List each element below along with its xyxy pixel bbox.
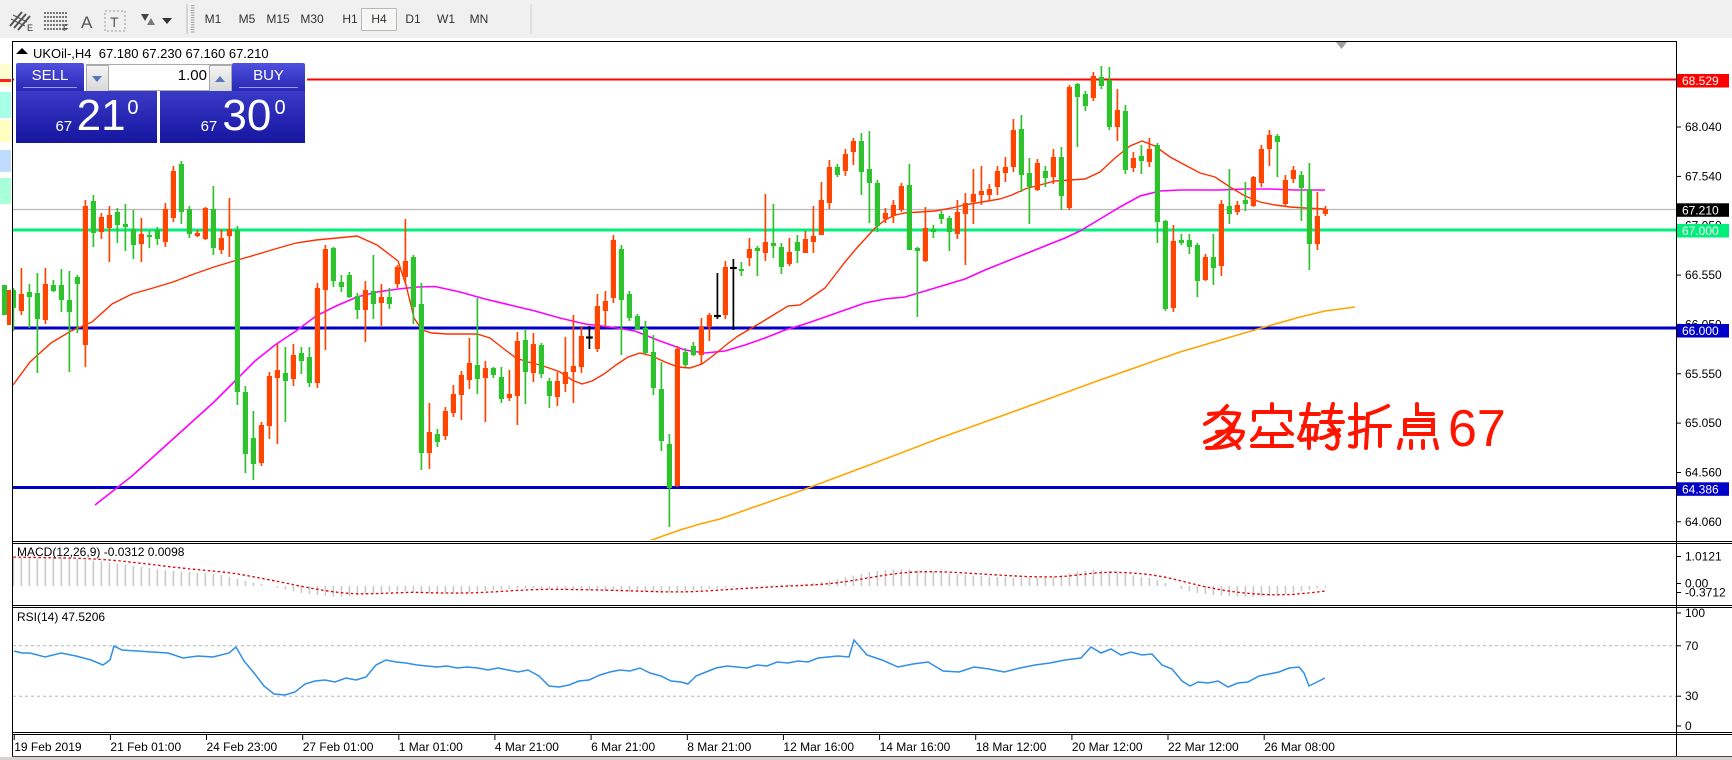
svg-text:0.00: 0.00	[1685, 577, 1709, 591]
svg-text:67.210: 67.210	[1682, 203, 1719, 217]
svg-text:14 Mar 16:00: 14 Mar 16:00	[880, 740, 951, 754]
svg-text:65.050: 65.050	[1685, 416, 1722, 430]
svg-text:65.550: 65.550	[1685, 367, 1722, 381]
svg-text:T: T	[110, 14, 119, 30]
svg-text:RSI(14) 47.5206: RSI(14) 47.5206	[17, 610, 105, 624]
svg-text:8 Mar 21:00: 8 Mar 21:00	[687, 740, 751, 754]
svg-text:UKOil-,H4 67.180 67.230 67.16: UKOil-,H4 67.180 67.230 67.160 67.210	[33, 46, 269, 61]
svg-text:66.550: 66.550	[1685, 268, 1722, 282]
svg-text:24 Feb 23:00: 24 Feb 23:00	[207, 740, 278, 754]
svg-text:67.540: 67.540	[1685, 169, 1722, 183]
svg-text:70: 70	[1685, 639, 1699, 653]
svg-text:64.386: 64.386	[1682, 482, 1719, 496]
svg-text:64.060: 64.060	[1685, 515, 1722, 529]
svg-text:A: A	[81, 13, 93, 32]
svg-text:68.040: 68.040	[1685, 120, 1722, 134]
svg-text:6 Mar 21:00: 6 Mar 21:00	[591, 740, 655, 754]
svg-text:MACD(12,26,9) -0.0312 0.0098: MACD(12,26,9) -0.0312 0.0098	[17, 545, 185, 559]
svg-text:1 Mar 01:00: 1 Mar 01:00	[399, 740, 463, 754]
svg-text:0: 0	[1685, 719, 1692, 733]
svg-text:4 Mar 21:00: 4 Mar 21:00	[495, 740, 559, 754]
svg-text:64.560: 64.560	[1685, 466, 1722, 480]
svg-text:22 Mar 12:00: 22 Mar 12:00	[1168, 740, 1239, 754]
svg-text:19 Feb 2019: 19 Feb 2019	[14, 740, 82, 754]
svg-text:100: 100	[1685, 606, 1705, 620]
svg-text:-0.3712: -0.3712	[1685, 586, 1726, 600]
svg-text:67.000: 67.000	[1682, 224, 1719, 238]
svg-text:E: E	[27, 23, 33, 33]
svg-text:20 Mar 12:00: 20 Mar 12:00	[1072, 740, 1143, 754]
svg-text:F: F	[63, 23, 69, 33]
svg-text:1.0121: 1.0121	[1685, 550, 1722, 564]
svg-text:68.529: 68.529	[1682, 74, 1719, 88]
svg-text:67: 67	[1448, 400, 1506, 458]
svg-text:27 Feb 01:00: 27 Feb 01:00	[303, 740, 374, 754]
svg-text:18 Mar 12:00: 18 Mar 12:00	[976, 740, 1047, 754]
svg-text:30: 30	[1685, 689, 1699, 703]
svg-text:12 Mar 16:00: 12 Mar 16:00	[783, 740, 854, 754]
svg-text:26 Mar 08:00: 26 Mar 08:00	[1264, 740, 1335, 754]
svg-text:21 Feb 01:00: 21 Feb 01:00	[110, 740, 181, 754]
svg-text:66.000: 66.000	[1682, 324, 1719, 338]
